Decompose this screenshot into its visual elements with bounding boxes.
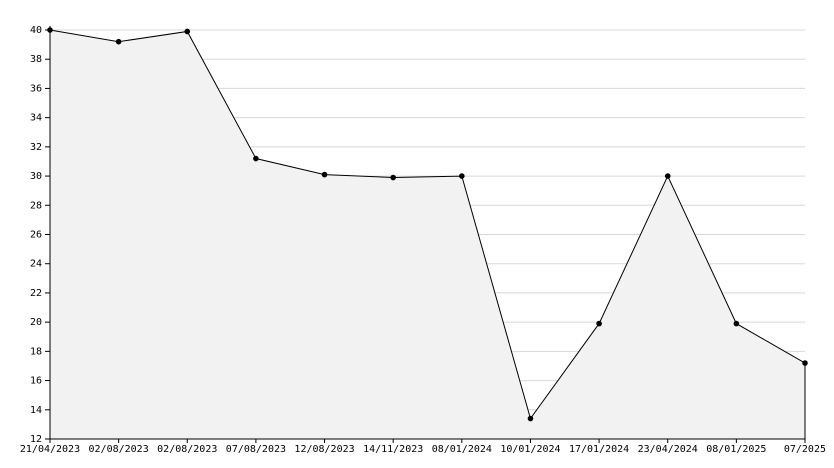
point [802,360,808,366]
y-tick-label: 40 [30,25,42,36]
point [733,320,740,327]
point [596,320,602,327]
y-tick-label: 20 [30,317,42,328]
y-tick-label: 28 [30,200,42,211]
point [664,173,671,179]
area [50,30,805,439]
point [459,173,465,179]
x-tick-label: 12/08/2023 [294,444,354,455]
x-tick-label: 17/01/2024 [569,444,629,455]
x-tick-label: 08/01/2024 [432,444,492,455]
y-tick-label: 22 [30,288,42,299]
point [321,171,328,178]
y-tick-label: 36 [30,83,42,94]
y-tick-label: 38 [30,54,42,65]
y-tick-label: 24 [30,259,42,270]
x-tick-label: 21/04/2023 [20,444,80,455]
y-tick-label: 34 [30,113,42,124]
y-tick-label: 14 [30,405,42,416]
point [390,174,396,181]
point [47,27,53,33]
y-tick-label: 32 [30,142,42,153]
x-tick-label: 08/01/2025 [706,444,766,455]
x-tick-label: 07/2025 [784,444,826,455]
x-tick-label: 23/04/2024 [638,444,698,455]
point [527,415,534,422]
y-tick-label: 12 [30,434,42,445]
y-tick-label: 30 [30,171,42,182]
x-tick-label: 10/01/2024 [500,444,560,455]
point [115,38,122,45]
x-tick-label: 14/11/2023 [363,444,423,455]
y-tick-label: 16 [30,376,42,387]
x-tick-label: 02/08/2023 [89,444,149,455]
x-tick-label: 02/08/2023 [157,444,217,455]
line [49,29,806,420]
x-tick-label: 07/08/2023 [226,444,286,455]
point [253,155,259,162]
point [184,28,191,35]
y-tick-label: 18 [30,346,42,357]
y-tick-label: 26 [30,230,42,241]
